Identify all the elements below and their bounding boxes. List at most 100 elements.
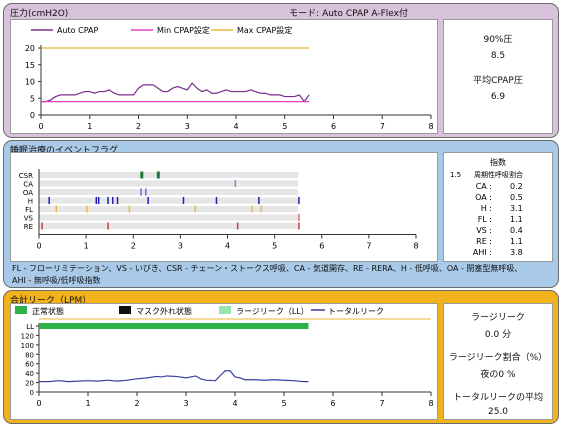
x-tick-label: 7: [379, 399, 384, 408]
event-mark-fl: [86, 205, 88, 213]
x-tick-label: 2: [131, 242, 136, 251]
legend-swatch-1: [119, 306, 131, 314]
event-mark-fl: [128, 205, 131, 213]
x-tick-label: 7: [380, 122, 385, 131]
event-mark-h: [147, 197, 149, 204]
event-row-band: [39, 180, 299, 187]
event-row-label: VS: [24, 215, 34, 223]
index-row-label: RE :: [476, 237, 492, 246]
leak-chart: 正常状態 マスク外れ状態 ラージリーク（LL） トータルリーク 0 20 40 60 80 100…: [10, 303, 438, 420]
index-row-label: VS :: [476, 226, 492, 235]
total-leak-avg-label: トータルリークの平均: [452, 393, 543, 403]
x-tick-label: 5: [272, 242, 277, 251]
event-mark-h: [97, 197, 100, 204]
y-tick-label: 40: [25, 370, 34, 378]
leak-title: 合計リーク（LPM）: [10, 296, 92, 306]
p90-value: 8.5: [490, 51, 506, 61]
x-tick-label: 5: [282, 122, 287, 131]
index-row-label: OA :: [475, 193, 492, 202]
index-row-value: 0.2: [510, 182, 523, 191]
event-mark-h: [48, 197, 50, 204]
event-mark-oa: [145, 188, 147, 196]
event-mark-h: [182, 197, 185, 204]
x-tick-label: 4: [225, 242, 230, 251]
pressure-chart: 0 5 10 15 20 0 1 2 3 4 5 6 7 8 Auto CPAP Min CPAP設定 Max …: [10, 19, 438, 134]
event-row-label: H: [28, 198, 33, 206]
event-mark-h: [116, 197, 119, 204]
mode-label: モード: Auto CPAP A-Flex付: [289, 9, 408, 19]
event-mark-fl: [251, 205, 253, 213]
avg-cpap-label: 平均CPAP圧: [473, 76, 523, 86]
event-mark-fl: [260, 205, 262, 213]
leak-chart-svg: 正常状態 マスク外れ状態 ラージリーク（LL） トータルリーク020406080100…: [15, 306, 434, 408]
x-tick-label: 0: [38, 122, 43, 131]
x-tick-label: 4: [233, 122, 238, 131]
event-mark-fl: [55, 205, 57, 213]
x-tick-label: 8: [428, 122, 433, 131]
x-tick-label: 6: [330, 399, 335, 408]
index-row-label: CA :: [476, 182, 492, 191]
event-mark-re: [236, 222, 239, 230]
event-mark-h: [258, 197, 260, 204]
legend-label-2: Max CPAP設定: [237, 25, 292, 35]
event-index-box: 指数 1.5 周期性呼吸割合 CA : 0.2 OA : 0.5 H : 3.1 FL : 1…: [443, 152, 553, 262]
index-row-label: AHI :: [473, 248, 492, 257]
x-tick-label: 1: [85, 399, 90, 408]
event-row-label: RE: [24, 223, 33, 231]
y-tick-label: 20: [25, 44, 35, 53]
x-tick-label: 7: [366, 242, 371, 251]
index-ratio-label: 周期性呼吸割合: [474, 170, 523, 179]
x-tick-label: 8: [428, 399, 433, 408]
large-leak-ratio-label: ラージリーク割合（%）: [448, 353, 548, 363]
event-mark-re: [107, 222, 109, 230]
total-leak-line: [39, 370, 309, 383]
event-row-band: [39, 197, 299, 204]
index-header: 指数: [490, 157, 506, 167]
y-tick-label: 0: [30, 111, 35, 120]
x-tick-label: 3: [183, 399, 188, 408]
event-row-band: [39, 206, 299, 212]
p90-label: 90%圧: [483, 35, 513, 45]
event-mark-fl: [194, 205, 197, 213]
event-row-band: [39, 189, 299, 195]
y-tick-label: 20: [25, 380, 34, 388]
event-mark-re: [41, 222, 43, 230]
legend-label-2: ラージリーク（LL）: [236, 307, 309, 316]
total-leak-avg-value: 25.0: [487, 407, 509, 417]
legend-label-3: トータルリーク: [328, 307, 384, 316]
pressure-panel: 圧力(cmH2O) モード: Auto CPAP A-Flex付 0 5 10 15 2…: [3, 3, 559, 138]
event-row-label: CSR: [19, 172, 33, 180]
x-tick-label: 4: [232, 399, 237, 408]
event-mark-csr: [156, 171, 160, 179]
legend-label-1: マスク外れ状態: [136, 306, 192, 316]
y-tick-label: 10: [25, 78, 35, 87]
large-leak-ratio-value: 夜の0 %: [480, 370, 516, 380]
large-leak-value: 0.0 分: [484, 330, 512, 340]
y-tick-label: LL: [26, 323, 34, 331]
events-panel: 睡眠治療のイベントフラグ CSR CA OA H FL VS RE 0 1 2 3 4 5 6 7 8 指数 …: [3, 140, 559, 288]
x-tick-label: 2: [134, 399, 139, 408]
index-row-label: H :: [481, 204, 492, 213]
event-mark-h: [112, 197, 114, 204]
pressure-chart-svg: 0 5 10 15 20 0 1 2 3 4 5 6 7 8 Auto CPAP Min CPAP設定 Max …: [25, 25, 434, 131]
events-title: 睡眠治療のイベントフラグ: [10, 146, 119, 156]
event-row-band: [39, 223, 299, 229]
x-tick-label: 1: [87, 122, 92, 131]
pressure-title: 圧力(cmH2O): [10, 9, 69, 19]
index-scale: 1.5: [450, 171, 461, 179]
event-row-label: FL: [25, 206, 33, 214]
index-row-value: 0.5: [510, 193, 523, 202]
legend-label-0: 正常状態: [32, 306, 64, 316]
x-tick-label: 0: [36, 399, 41, 408]
x-tick-label: 0: [36, 242, 41, 251]
event-row-band: [39, 214, 299, 221]
y-tick-label: 5: [30, 94, 35, 103]
legend-swatch-2: [219, 306, 231, 314]
event-mark-csr: [140, 171, 144, 179]
event-mark-oa: [140, 188, 142, 196]
event-mark-h: [215, 197, 218, 204]
index-row-value: 1.1: [510, 215, 523, 224]
event-mark-h: [107, 197, 109, 204]
leak-stats: ラージリーク 0.0 分 ラージリーク割合（%） 夜の0 % トータルリークの平…: [443, 303, 553, 420]
